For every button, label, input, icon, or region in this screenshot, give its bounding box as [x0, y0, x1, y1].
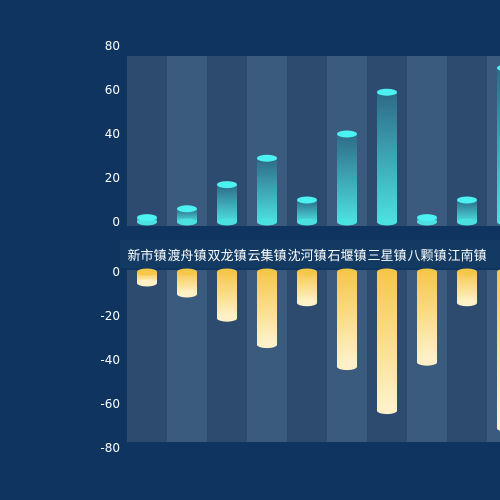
bar-bottom-base-2 [217, 268, 237, 276]
category-label-2: 双龙镇 [207, 249, 246, 264]
bar-bottom-cap-6 [377, 407, 397, 415]
bar-top-base-2 [217, 218, 237, 226]
bar-top-base-6 [377, 218, 397, 226]
bar-bottom-base-8 [457, 268, 477, 276]
bar-bottom-base-5 [337, 268, 357, 276]
bar-bottom-base-7 [417, 268, 437, 276]
bar-top-cap-9 [497, 65, 500, 71]
bar-top-cap-2 [217, 181, 237, 189]
bar-bottom-cap-5 [337, 363, 357, 371]
y-tick-bottom: 0 [112, 265, 120, 279]
bar-top-5 [337, 134, 357, 222]
bar-top-6 [377, 92, 397, 222]
bar-bottom-cap-9 [497, 425, 500, 431]
bar-top-9 [497, 68, 500, 222]
y-tick-bottom: -40 [100, 353, 120, 367]
bar-top-base-3 [257, 218, 277, 226]
bar-top-cap-4 [297, 196, 317, 204]
category-label-1: 渡舟镇 [167, 248, 206, 264]
bar-top-cap-7 [417, 214, 437, 222]
bar-top-base-8 [457, 218, 477, 226]
bar-top-cap-5 [337, 130, 357, 138]
y-tick-bottom: -20 [100, 309, 120, 323]
bar-bottom-cap-4 [297, 299, 317, 307]
top-band [407, 56, 447, 226]
bar-bottom-8 [457, 272, 477, 303]
bar-bottom-base-3 [257, 268, 277, 276]
bar-top-cap-6 [377, 88, 397, 96]
y-tick-top: 20 [105, 171, 120, 185]
bar-top-2 [217, 184, 237, 222]
category-label-6: 三星镇 [367, 249, 406, 264]
category-label-5: 石堰镇 [327, 249, 366, 264]
bottom-band [487, 270, 500, 442]
bar-bottom-4 [297, 272, 317, 303]
bar-top-4 [297, 200, 317, 222]
bar-bottom-base-6 [377, 268, 397, 276]
bar-top-1 [177, 208, 197, 222]
category-label-7: 八颗镇 [407, 249, 446, 264]
bar-top-cap-8 [457, 196, 477, 204]
y-tick-bottom: -60 [100, 397, 120, 411]
bar-top-8 [457, 200, 477, 222]
bottom-band [127, 270, 167, 442]
bar-bottom-cap-1 [177, 290, 197, 298]
bar-bottom-6 [377, 272, 397, 411]
bar-top-base-5 [337, 218, 357, 226]
bar-top-base-9 [497, 219, 500, 225]
bar-bottom-cap-8 [457, 299, 477, 307]
label-strip [120, 240, 500, 268]
y-tick-bottom: -80 [100, 441, 120, 455]
y-tick-top: 60 [105, 83, 120, 97]
bar-bottom-cap-2 [217, 314, 237, 322]
bar-bottom-5 [337, 272, 357, 367]
bar-bottom-base-9 [497, 269, 500, 275]
y-tick-top: 0 [112, 215, 120, 229]
category-label-8: 江南镇 [447, 248, 486, 264]
bar-bottom-9 [497, 272, 500, 429]
bar-top-cap-0 [137, 214, 157, 222]
bottom-band [167, 270, 207, 442]
bar-top-cap-3 [257, 154, 277, 162]
bar-bottom-cap-3 [257, 341, 277, 349]
top-band [167, 56, 207, 226]
y-tick-top: 80 [105, 39, 120, 53]
bar-top-base-1 [177, 218, 197, 226]
top-band [487, 56, 500, 226]
top-band [127, 56, 167, 226]
category-label-0: 新市镇 [127, 248, 166, 264]
bar-bottom-2 [217, 272, 237, 319]
category-label-3: 云集镇 [247, 248, 286, 264]
bar-bottom-cap-7 [417, 358, 437, 366]
y-tick-top: 40 [105, 127, 120, 141]
bar-top-base-4 [297, 218, 317, 226]
bar-bottom-cap-0 [137, 279, 157, 287]
category-label-4: 沈河镇 [287, 249, 326, 264]
bar-bottom-3 [257, 272, 277, 345]
bar-bottom-base-1 [177, 268, 197, 276]
bar-bottom-1 [177, 272, 197, 294]
bar-bottom-0 [137, 272, 157, 283]
bar-bottom-base-4 [297, 268, 317, 276]
bar-top-cap-1 [177, 205, 197, 213]
bar-bottom-7 [417, 272, 437, 363]
bar-top-3 [257, 158, 277, 222]
bar-bottom-base-0 [137, 268, 157, 276]
